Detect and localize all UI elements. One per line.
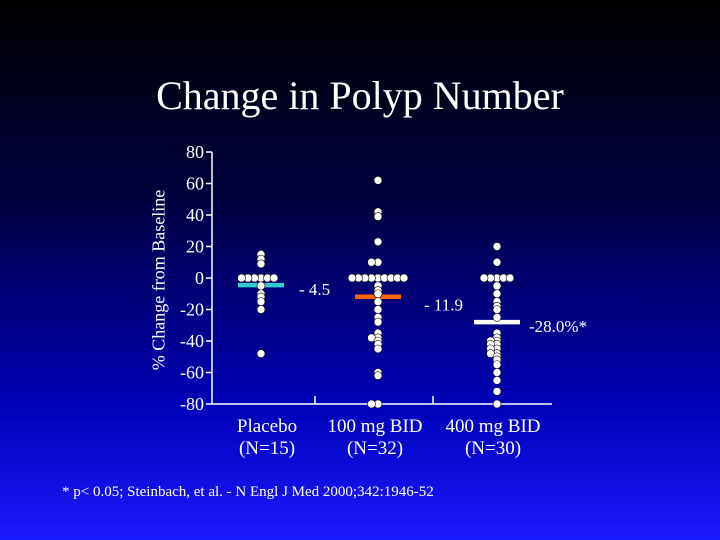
group-label-placebo-n: (N=15) [238, 438, 296, 459]
data-point [367, 257, 376, 267]
data-point [367, 399, 376, 409]
data-point [492, 305, 502, 314]
median-label: -28.0%* [529, 317, 587, 336]
data-point [492, 368, 502, 377]
median-label: - 4.5 [299, 280, 330, 299]
data-point [373, 344, 383, 354]
data-point [373, 212, 383, 221]
data-point [505, 273, 515, 283]
group-label-400mg-n: (N=30) [464, 438, 522, 459]
group-label-100mg-n: (N=32) [346, 438, 404, 459]
data-point [256, 259, 266, 269]
group-label-400mg: 400 mg BID (N=30) [446, 416, 541, 460]
y-tick-label: 0 [195, 268, 204, 288]
data-point [256, 297, 266, 306]
data-point [373, 305, 383, 314]
y-tick-label: -60 [180, 363, 204, 383]
data-point [373, 176, 383, 185]
data-point [256, 281, 266, 291]
data-point [492, 313, 502, 322]
group-label-400mg-name: 400 mg BID [445, 416, 541, 437]
y-tick-label: -40 [180, 331, 204, 351]
footnote: * p< 0.05; Steinbach, et al. - N Engl J … [62, 484, 434, 500]
group-label-placebo-name: Placebo [236, 416, 298, 437]
data-point [373, 297, 383, 306]
data-point [492, 387, 502, 396]
median-label: - 11.9 [424, 296, 463, 315]
data-point [373, 317, 383, 327]
y-tick-label: 40 [186, 205, 204, 225]
data-point [399, 273, 409, 283]
data-point [492, 399, 502, 409]
data-point [492, 289, 502, 299]
y-tick-label: -20 [180, 300, 204, 320]
group-label-100mg-name: 100 mg BID [327, 416, 423, 437]
data-point [492, 257, 502, 267]
data-point [492, 242, 502, 251]
data-point [347, 273, 357, 283]
data-point [256, 349, 266, 358]
data-point [237, 273, 246, 283]
y-tick-label: -80 [180, 394, 204, 414]
data-point [373, 289, 383, 299]
data-point [373, 237, 383, 247]
data-point [492, 376, 502, 385]
data-point [373, 371, 383, 380]
data-point [256, 305, 266, 314]
y-tick-label: 60 [186, 174, 204, 194]
data-point [269, 273, 279, 283]
data-point [479, 273, 489, 283]
group-label-placebo: Placebo (N=15) [237, 416, 297, 460]
data-point [492, 281, 502, 291]
y-tick-label: 80 [186, 142, 204, 162]
data-point [492, 360, 502, 369]
y-tick-label: 20 [186, 237, 204, 257]
slide-title: Change in Polyp Number [156, 73, 564, 118]
group-label-100mg: 100 mg BID (N=32) [328, 416, 423, 460]
